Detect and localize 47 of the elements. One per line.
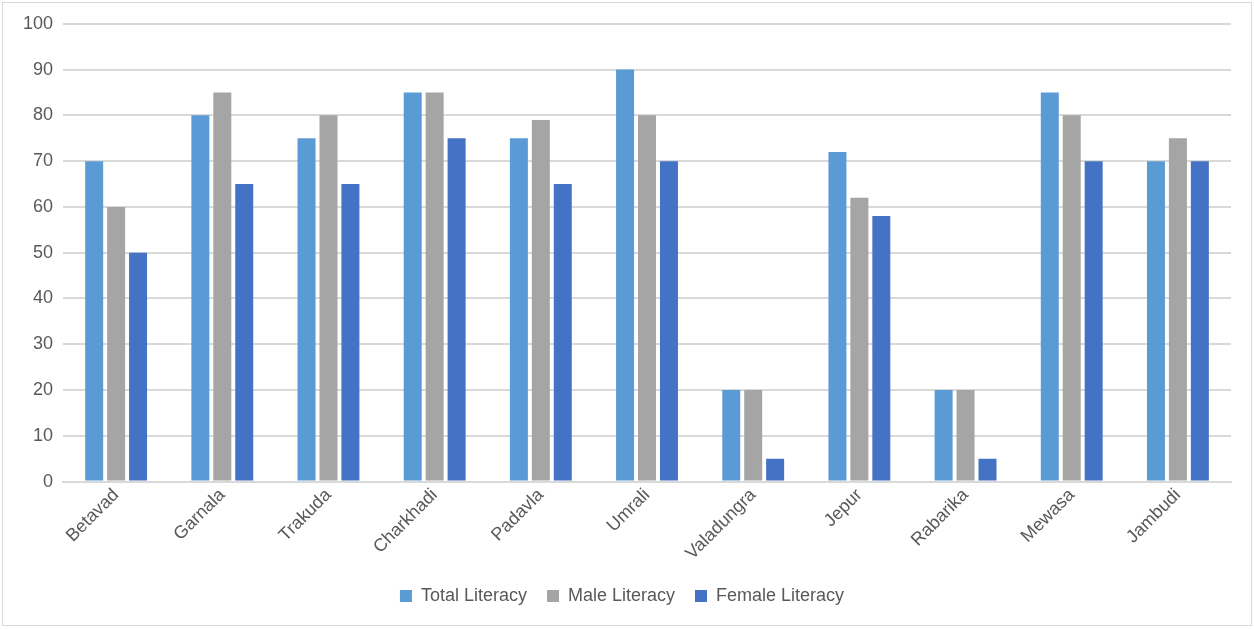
y-tick-label: 90	[33, 58, 54, 79]
bar	[766, 458, 785, 481]
bar	[638, 115, 657, 481]
bar	[934, 390, 953, 481]
legend-label: Male Literacy	[567, 584, 676, 605]
y-tick-label: 10	[33, 424, 54, 445]
bar	[129, 252, 148, 481]
bar	[553, 184, 572, 481]
y-tick-label: 20	[33, 378, 54, 399]
bar	[1084, 161, 1103, 481]
bar	[956, 390, 975, 481]
bar	[1146, 161, 1165, 481]
bar	[872, 216, 891, 481]
bar	[235, 184, 254, 481]
bar	[531, 119, 550, 481]
bar	[107, 206, 126, 481]
bar	[978, 458, 997, 481]
y-tick-label: 80	[33, 104, 54, 125]
bar	[1062, 115, 1081, 481]
y-tick-label: 100	[22, 12, 54, 33]
y-tick-label: 50	[33, 241, 54, 262]
bar	[850, 197, 869, 481]
bar	[297, 138, 316, 481]
bar	[616, 69, 635, 481]
bar	[1168, 138, 1187, 481]
bar	[85, 161, 104, 481]
bar	[447, 138, 466, 481]
y-tick-label: 70	[33, 150, 54, 171]
bar	[191, 115, 210, 481]
bar	[341, 184, 360, 481]
y-tick-label: 40	[33, 287, 54, 308]
bar	[828, 151, 847, 481]
bar	[403, 92, 422, 481]
bar	[744, 390, 763, 481]
legend-label: Female Literacy	[716, 584, 845, 605]
bar	[722, 390, 741, 481]
y-tick-label: 30	[33, 333, 54, 354]
bar	[1040, 92, 1059, 481]
bar	[659, 161, 678, 481]
bar	[319, 115, 338, 481]
bar	[509, 138, 528, 481]
y-tick-label: 60	[33, 195, 54, 216]
y-tick-label: 0	[43, 470, 54, 491]
legend-label: Total Literacy	[420, 584, 527, 605]
bar	[213, 92, 232, 481]
bar	[1190, 161, 1209, 481]
bar	[425, 92, 444, 481]
